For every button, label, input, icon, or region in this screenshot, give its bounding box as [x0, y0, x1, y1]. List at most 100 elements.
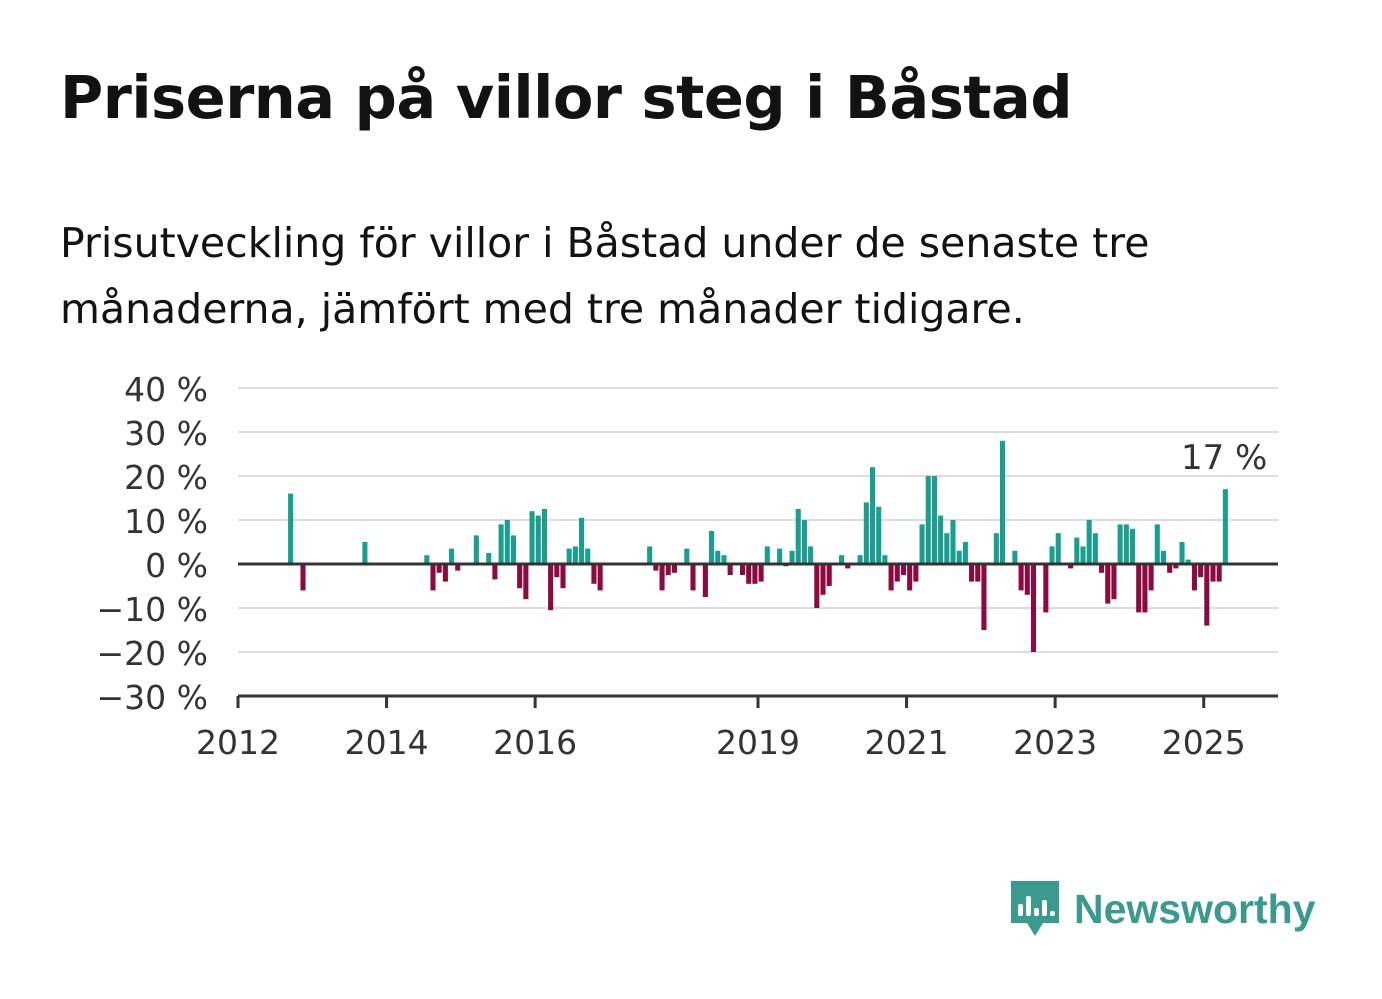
bar: [1099, 564, 1105, 573]
bar: [517, 564, 523, 589]
bar: [931, 476, 937, 564]
axes: [236, 562, 1278, 708]
bar: [709, 531, 715, 564]
bar: [1167, 564, 1173, 573]
bar: [758, 564, 764, 582]
bar: [492, 564, 498, 580]
bar: [1191, 564, 1197, 591]
bars: [288, 440, 1228, 652]
bar: [597, 564, 603, 591]
bar: [1080, 546, 1086, 564]
bar: [826, 564, 832, 586]
page-subtitle: Prisutveckling för villor i Båstad under…: [60, 219, 1150, 333]
bar: [300, 564, 306, 591]
bar: [1068, 564, 1074, 569]
bar: [801, 520, 807, 564]
bar: [486, 553, 492, 564]
bar: [894, 564, 900, 582]
bar: [919, 524, 925, 564]
bar: [473, 535, 479, 564]
bar: [746, 564, 752, 584]
bar: [999, 440, 1006, 564]
x-tick-label: 2019: [716, 723, 800, 762]
bar: [1123, 524, 1129, 564]
bar: [820, 564, 826, 595]
bar: [1055, 533, 1061, 564]
bar: [671, 564, 677, 573]
bar: [1030, 564, 1037, 652]
bar: [1160, 550, 1167, 564]
newsworthy-brand: Newsworthy: [1008, 878, 1316, 940]
bar: [913, 564, 919, 582]
bar: [876, 506, 882, 564]
bar: [950, 520, 956, 564]
labels: 40 % 30 % 20 % 10 % 0 % −10 % −20 % −30 % 2012 20…: [97, 370, 1268, 762]
y-tick-label: −20 %: [97, 634, 209, 673]
x-tick-label: 2012: [196, 723, 280, 762]
bar: [1074, 537, 1080, 564]
bar: [647, 546, 653, 564]
bar: [1111, 564, 1117, 600]
bar: [1136, 564, 1142, 613]
bar: [975, 564, 981, 582]
bar: [993, 533, 999, 564]
bar: [715, 550, 721, 564]
y-tick-label: 10 %: [124, 502, 208, 541]
bar: [702, 564, 708, 597]
bar: [554, 564, 560, 578]
bar: [560, 564, 566, 589]
bar: [925, 476, 931, 564]
x-tick-label: 2021: [865, 723, 949, 762]
bar: [1086, 520, 1092, 564]
x-tick-label: 2016: [493, 723, 577, 762]
bar: [1018, 564, 1024, 591]
bar: [777, 548, 783, 564]
bar: [424, 555, 430, 564]
bar: [888, 564, 894, 591]
bar: [795, 509, 801, 564]
bar: [591, 564, 597, 584]
bar: [523, 564, 529, 600]
bar: [981, 564, 987, 630]
y-tick-label: 40 %: [124, 370, 208, 409]
bar: [541, 509, 547, 564]
bar: [1049, 546, 1055, 564]
bar: [535, 515, 541, 564]
bar: [1012, 550, 1018, 564]
bar: [442, 564, 448, 582]
bar: [764, 546, 770, 564]
bar: [857, 555, 863, 564]
bar: [1216, 564, 1222, 582]
bar: [962, 542, 968, 564]
bar: [721, 555, 727, 564]
y-tick-label: 20 %: [124, 458, 208, 497]
bar: [808, 546, 814, 564]
bar: [288, 493, 294, 564]
annotation-label: 17 %: [1181, 438, 1267, 478]
bar: [510, 535, 517, 564]
bar: [585, 548, 591, 564]
bar: [944, 533, 950, 564]
bar: [956, 550, 962, 564]
bar: [498, 524, 504, 564]
bar: [1179, 542, 1185, 564]
bar: [572, 546, 578, 564]
bar: [566, 548, 572, 564]
y-tick-label: 0 %: [145, 546, 208, 585]
brand-name: Newsworthy: [1074, 885, 1316, 932]
bar: [504, 520, 510, 564]
bar: [1154, 524, 1160, 564]
bar: [900, 564, 907, 575]
bar: [362, 542, 368, 564]
bar: [869, 467, 876, 564]
bar: [845, 564, 851, 569]
x-tick-label: 2023: [1013, 723, 1097, 762]
gridlines: [238, 387, 1278, 653]
bar: [579, 517, 585, 564]
bar: [1142, 564, 1148, 613]
bar: [1105, 564, 1111, 604]
bar: [684, 548, 690, 564]
bar: [1185, 559, 1191, 564]
bar: [882, 555, 888, 564]
